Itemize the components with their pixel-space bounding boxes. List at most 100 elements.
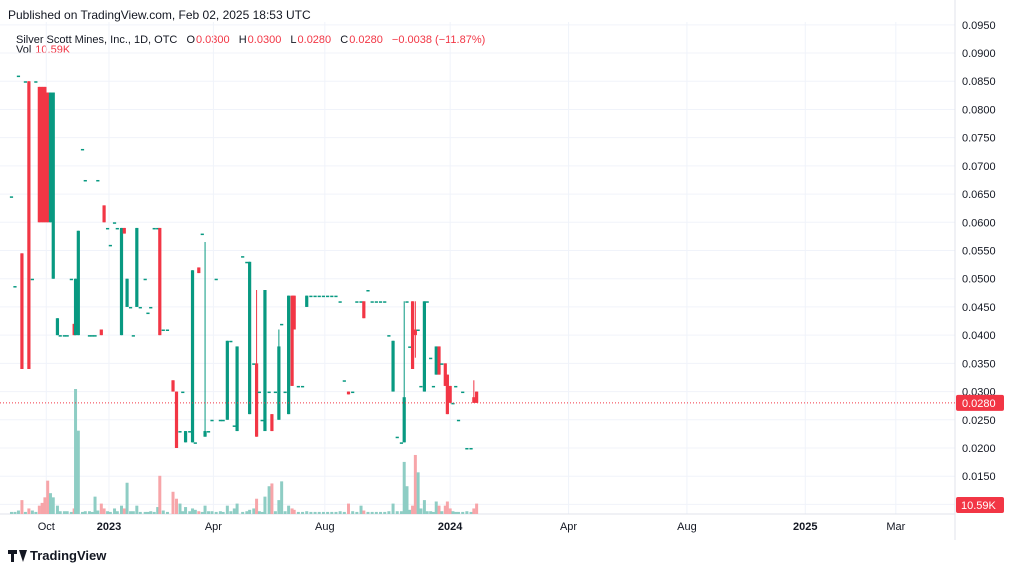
candle-body bbox=[440, 363, 444, 365]
volume-bar bbox=[108, 511, 112, 514]
volume-bar bbox=[156, 507, 160, 514]
volume-bar bbox=[305, 511, 309, 514]
volume-bar bbox=[338, 511, 342, 514]
y-tick-label: 0.0200 bbox=[962, 443, 996, 455]
candle-body bbox=[317, 295, 321, 298]
volume-bar bbox=[309, 511, 313, 514]
volume-bar bbox=[30, 510, 34, 514]
candle-body bbox=[158, 227, 162, 336]
volume-bar bbox=[83, 511, 87, 514]
candle-body bbox=[229, 340, 233, 343]
volume-bar bbox=[221, 511, 225, 514]
volume-bar bbox=[359, 505, 363, 514]
candle-body bbox=[51, 92, 55, 279]
candle-body bbox=[399, 442, 404, 444]
volume-bar bbox=[374, 511, 378, 514]
candle-body bbox=[90, 335, 94, 337]
candle-body bbox=[65, 335, 69, 337]
volume-bar bbox=[296, 511, 300, 514]
candle-body bbox=[183, 431, 188, 443]
volume-bar bbox=[27, 508, 31, 514]
candle-body bbox=[241, 256, 245, 258]
candle-body bbox=[93, 335, 97, 337]
volume-bar bbox=[74, 389, 78, 514]
candle-body bbox=[48, 92, 53, 223]
volume-bar bbox=[408, 509, 412, 514]
candle-body bbox=[355, 301, 359, 303]
volume-bar bbox=[387, 511, 391, 514]
x-tick-label: 2023 bbox=[97, 521, 121, 533]
y-tick-label: 0.0850 bbox=[962, 76, 996, 88]
candle-body bbox=[197, 267, 201, 274]
candle-body bbox=[451, 402, 455, 405]
volume-bar bbox=[193, 509, 197, 514]
high-value: 0.0300 bbox=[247, 34, 282, 46]
candle-body bbox=[413, 329, 417, 336]
candle-body bbox=[362, 301, 366, 319]
volume-bar bbox=[48, 493, 52, 514]
candle-body bbox=[370, 301, 374, 303]
volume-bar bbox=[161, 510, 165, 514]
volume-bar bbox=[260, 511, 264, 514]
candle-body bbox=[300, 385, 305, 388]
volume-bar bbox=[34, 511, 38, 514]
candle-body bbox=[448, 385, 452, 403]
volume-bar bbox=[218, 511, 222, 514]
high-label: H bbox=[238, 34, 247, 46]
volume-bar bbox=[65, 511, 69, 514]
volume-bar bbox=[248, 509, 252, 514]
volume-bar bbox=[122, 508, 126, 514]
volume-bar bbox=[143, 511, 147, 514]
volume-bar bbox=[125, 482, 129, 514]
candle-body bbox=[408, 346, 412, 348]
y-tick-label: 0.0500 bbox=[962, 274, 996, 286]
volume-bar bbox=[81, 511, 85, 514]
x-tick-label: 2024 bbox=[438, 521, 463, 533]
volume-bar bbox=[113, 508, 117, 514]
candle-body bbox=[434, 346, 438, 375]
candle-body bbox=[366, 290, 370, 292]
candle-body bbox=[270, 414, 274, 432]
candle-body bbox=[80, 148, 85, 151]
candle-body bbox=[203, 431, 207, 437]
volume-bar bbox=[90, 511, 94, 514]
volume-bar bbox=[229, 511, 233, 514]
volume-bar bbox=[200, 511, 204, 514]
volume-bar bbox=[273, 511, 277, 514]
candle-body bbox=[128, 306, 133, 309]
open-label: O bbox=[186, 34, 195, 46]
volume-bar bbox=[425, 511, 429, 514]
volume-bar bbox=[267, 486, 271, 514]
volume-bar bbox=[184, 507, 188, 514]
volume-bar bbox=[366, 511, 370, 514]
volume-bar bbox=[292, 509, 296, 514]
volume-bar bbox=[395, 511, 399, 514]
candle-body bbox=[245, 261, 249, 264]
volume-bar bbox=[429, 511, 433, 514]
candle-body bbox=[383, 301, 387, 303]
volume-bar bbox=[351, 511, 355, 514]
candle-body bbox=[165, 329, 170, 331]
candle-body bbox=[290, 295, 294, 386]
candle-body bbox=[13, 286, 17, 288]
candle-body bbox=[210, 419, 214, 422]
volume-bar bbox=[317, 511, 321, 514]
volume-bar bbox=[461, 511, 465, 514]
volume-bar bbox=[241, 511, 245, 514]
candle-body bbox=[422, 301, 427, 392]
volume-bar bbox=[131, 511, 135, 514]
candle-body bbox=[321, 295, 326, 298]
volume-bar bbox=[37, 505, 41, 514]
y-tick-label: 0.0700 bbox=[962, 161, 996, 173]
volume-bar bbox=[448, 508, 452, 514]
candle-body bbox=[34, 81, 38, 83]
candle-body bbox=[221, 419, 225, 422]
candle-body bbox=[206, 431, 211, 433]
candle-body bbox=[40, 86, 44, 223]
volume-bar bbox=[422, 500, 426, 514]
candle-body bbox=[96, 179, 100, 182]
volume-bar bbox=[181, 511, 185, 514]
volume-bar bbox=[416, 472, 420, 514]
volume-bar bbox=[334, 511, 338, 514]
